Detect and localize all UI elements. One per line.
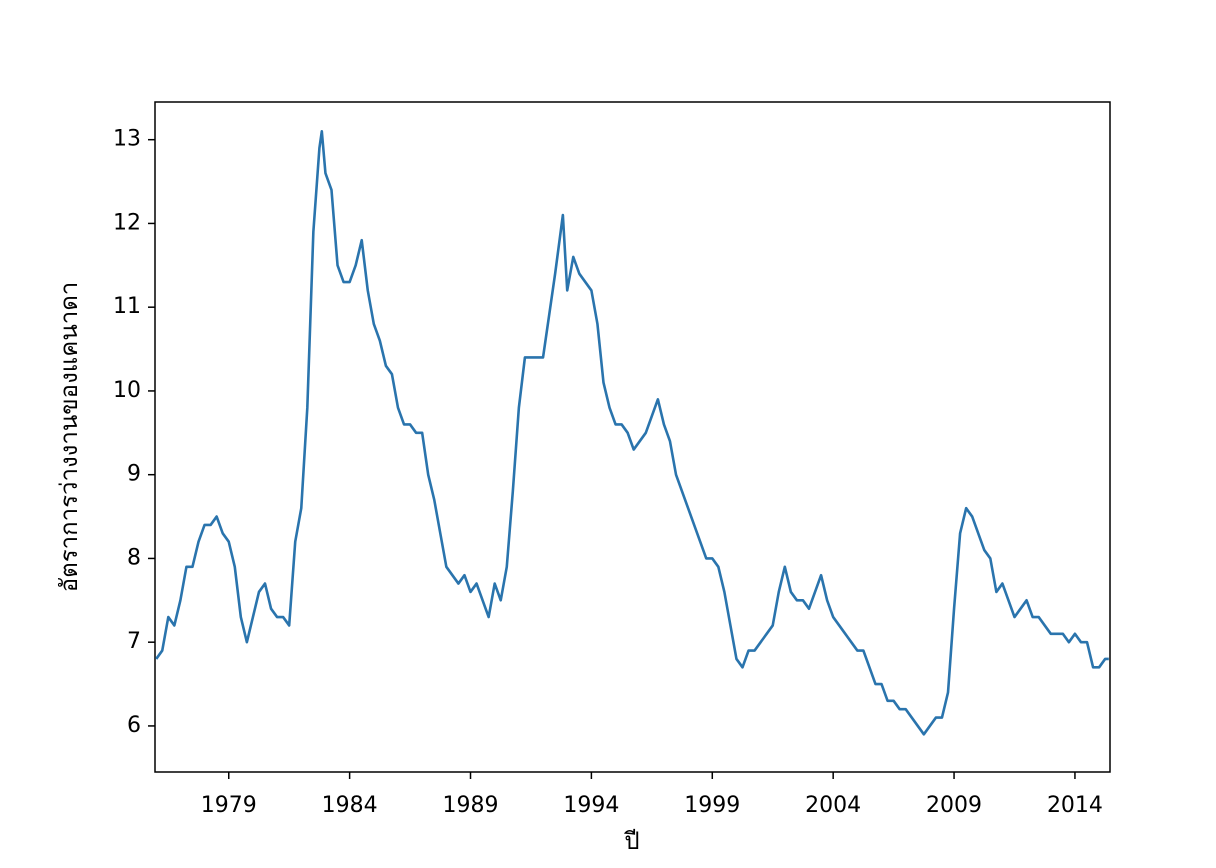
y-tick-label: 6 (127, 713, 141, 738)
y-tick-label: 8 (127, 545, 141, 570)
y-tick-label: 10 (113, 378, 141, 403)
x-axis-label: ปี (623, 827, 639, 855)
x-tick-label: 1994 (563, 793, 619, 818)
data-line (155, 130, 1109, 736)
y-tick-label: 13 (113, 127, 141, 152)
x-tick-label: 1979 (201, 793, 257, 818)
x-tick-label: 1989 (443, 793, 499, 818)
plot-frame (154, 101, 1111, 773)
y-axis-label: อัตราการว่างงานของแคนาดา (55, 282, 83, 593)
y-tick-label: 7 (127, 629, 141, 654)
x-tick-label: 2014 (1047, 793, 1103, 818)
y-tick-label: 12 (113, 210, 141, 235)
x-tick-label: 2009 (926, 793, 982, 818)
x-tick-label: 2004 (805, 793, 861, 818)
y-tick-label: 11 (113, 294, 141, 319)
y-tick-label: 9 (127, 462, 141, 487)
x-tick-label: 1984 (322, 793, 378, 818)
x-tick-label: 1999 (684, 793, 740, 818)
